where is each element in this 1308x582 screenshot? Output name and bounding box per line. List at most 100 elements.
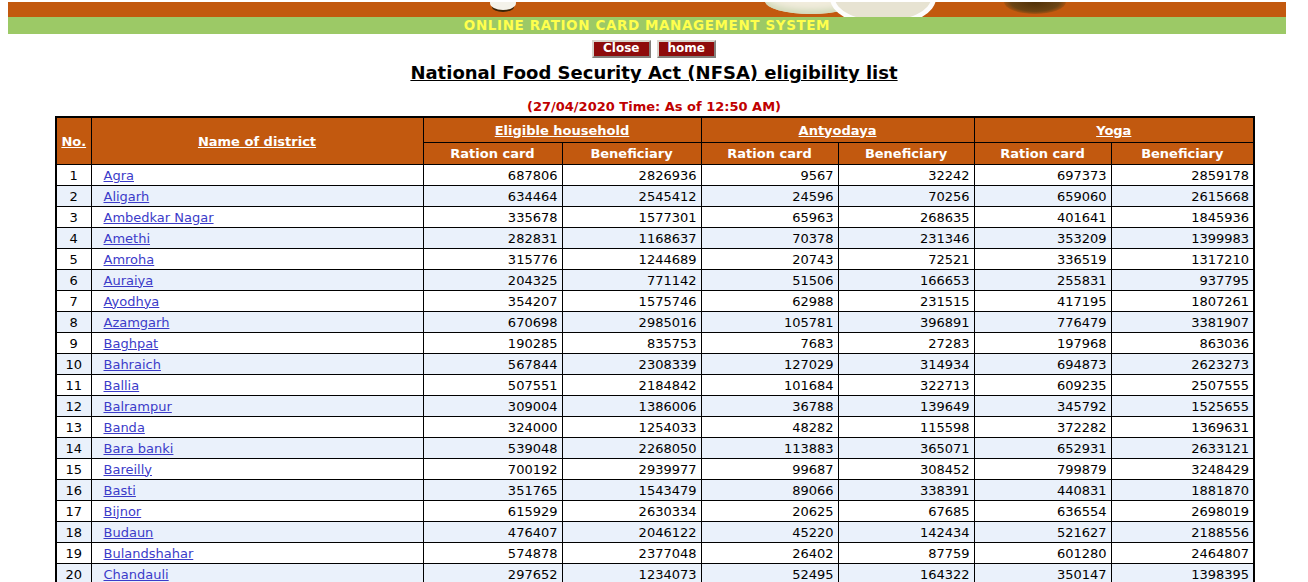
district-link[interactable]: Amroha: [104, 252, 155, 267]
page-title: National Food Security Act (NFSA) eligib…: [0, 62, 1308, 83]
table-row: 13Banda324000125403348282115598372282136…: [56, 417, 1254, 438]
value-cell: 601280: [974, 543, 1111, 564]
value-cell: 2184842: [562, 375, 701, 396]
home-button[interactable]: home: [657, 40, 716, 58]
table-row: 16Basti351765154347989066338391440831188…: [56, 480, 1254, 501]
table-row: 6Auraiya20432577114251506166653255831937…: [56, 270, 1254, 291]
value-cell: 652931: [974, 438, 1111, 459]
table-row: 9Baghpat19028583575376832728319796886303…: [56, 333, 1254, 354]
value-cell: 2698019: [1111, 501, 1254, 522]
value-cell: 336519: [974, 249, 1111, 270]
district-link[interactable]: Ambedkar Nagar: [104, 210, 214, 225]
district-link[interactable]: Amethi: [104, 231, 151, 246]
district-link[interactable]: Chandauli: [104, 567, 169, 582]
table-row: 1Agra68780628269369567322426973732859178: [56, 165, 1254, 186]
district-link[interactable]: Bulandshahar: [104, 546, 194, 561]
district-cell: Bahraich: [91, 354, 423, 375]
value-cell: 1577301: [562, 207, 701, 228]
value-cell: 354207: [423, 291, 562, 312]
value-cell: 20625: [701, 501, 838, 522]
row-number: 17: [56, 501, 91, 522]
value-cell: 48282: [701, 417, 838, 438]
value-cell: 365071: [838, 438, 974, 459]
col-header-district: Name of district: [91, 117, 423, 165]
district-link[interactable]: Bareilly: [104, 462, 152, 477]
table-row: 2Aligarh63446425454122459670256659060261…: [56, 186, 1254, 207]
value-cell: 99687: [701, 459, 838, 480]
value-cell: 353209: [974, 228, 1111, 249]
district-link[interactable]: Baghpat: [104, 336, 159, 351]
col-header-ant-beneficiary: Beneficiary: [838, 143, 974, 165]
value-cell: 2377048: [562, 543, 701, 564]
close-button[interactable]: Close: [592, 40, 650, 58]
district-cell: Bijnor: [91, 501, 423, 522]
district-link[interactable]: Aligarh: [104, 189, 150, 204]
district-link[interactable]: Balrampur: [104, 399, 172, 414]
row-number: 10: [56, 354, 91, 375]
value-cell: 539048: [423, 438, 562, 459]
value-cell: 204325: [423, 270, 562, 291]
value-cell: 615929: [423, 501, 562, 522]
district-link[interactable]: Bijnor: [104, 504, 142, 519]
value-cell: 2507555: [1111, 375, 1254, 396]
value-cell: 338391: [838, 480, 974, 501]
value-cell: 62988: [701, 291, 838, 312]
value-cell: 1234073: [562, 564, 701, 582]
value-cell: 166653: [838, 270, 974, 291]
banner-food-strip: [8, 2, 1286, 17]
district-cell: Bara banki: [91, 438, 423, 459]
value-cell: 87759: [838, 543, 974, 564]
district-link[interactable]: Bahraich: [104, 357, 161, 372]
value-cell: 52495: [701, 564, 838, 582]
value-cell: 835753: [562, 333, 701, 354]
district-link[interactable]: Auraiya: [104, 273, 154, 288]
district-cell: Ambedkar Nagar: [91, 207, 423, 228]
table-row: 15Bareilly700192293997799687308452799879…: [56, 459, 1254, 480]
col-header-ant-ration-card: Ration card: [701, 143, 838, 165]
value-cell: 694873: [974, 354, 1111, 375]
value-cell: 36788: [701, 396, 838, 417]
value-cell: 70378: [701, 228, 838, 249]
value-cell: 105781: [701, 312, 838, 333]
table-row: 10Bahraich567844230833912702931493469487…: [56, 354, 1254, 375]
col-header-yoga-ration-card: Ration card: [974, 143, 1111, 165]
value-cell: 127029: [701, 354, 838, 375]
district-link[interactable]: Ayodhya: [104, 294, 160, 309]
district-link[interactable]: Basti: [104, 483, 136, 498]
value-cell: 2046122: [562, 522, 701, 543]
value-cell: 1399983: [1111, 228, 1254, 249]
value-cell: 2464807: [1111, 543, 1254, 564]
grain-pile-image: [1004, 2, 1066, 14]
value-cell: 401641: [974, 207, 1111, 228]
row-number: 20: [56, 564, 91, 582]
value-cell: 2188556: [1111, 522, 1254, 543]
value-cell: 372282: [974, 417, 1111, 438]
table-row: 19Bulandshahar57487823770482640287759601…: [56, 543, 1254, 564]
district-link[interactable]: Bara banki: [104, 441, 174, 456]
table-row: 11Ballia50755121848421016843227136092352…: [56, 375, 1254, 396]
value-cell: 1543479: [562, 480, 701, 501]
value-cell: 1575746: [562, 291, 701, 312]
table-row: 20Chandauli29765212340735249516432235014…: [56, 564, 1254, 582]
district-cell: Chandauli: [91, 564, 423, 582]
district-link[interactable]: Banda: [104, 420, 145, 435]
district-link[interactable]: Azamgarh: [104, 315, 170, 330]
table-row: 3Ambedkar Nagar3356781577301659632686354…: [56, 207, 1254, 228]
value-cell: 697373: [974, 165, 1111, 186]
district-cell: Aligarh: [91, 186, 423, 207]
value-cell: 670698: [423, 312, 562, 333]
value-cell: 231515: [838, 291, 974, 312]
value-cell: 396891: [838, 312, 974, 333]
district-link[interactable]: Budaun: [104, 525, 154, 540]
district-cell: Auraiya: [91, 270, 423, 291]
row-number: 6: [56, 270, 91, 291]
district-link[interactable]: Agra: [104, 168, 134, 183]
col-group-eligible-household: Eligible household: [423, 117, 701, 143]
value-cell: 3248429: [1111, 459, 1254, 480]
value-cell: 45220: [701, 522, 838, 543]
plate-image: [830, 2, 936, 17]
row-number: 9: [56, 333, 91, 354]
value-cell: 314934: [838, 354, 974, 375]
district-link[interactable]: Ballia: [104, 378, 140, 393]
value-cell: 417195: [974, 291, 1111, 312]
